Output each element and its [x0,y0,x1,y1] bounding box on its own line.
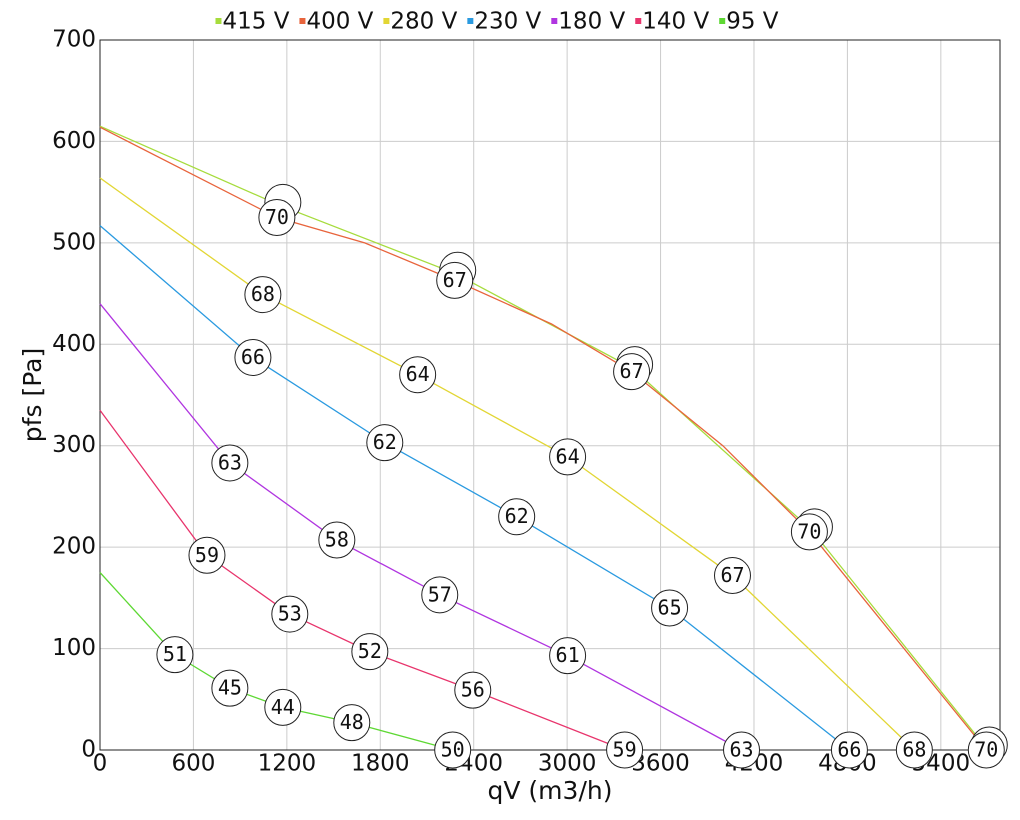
y-axis-title: pfs [Pa] [18,348,47,442]
series-line [99,177,915,751]
sound-label: 50 [441,738,465,762]
point-marker [421,576,459,614]
point-marker [967,731,1005,769]
point-marker [399,356,437,394]
legend-label: 95 V [726,9,779,35]
series-line [99,126,987,751]
sound-label: 70 [974,738,998,762]
sound-label: 68 [902,738,926,762]
sound-label: 70 [265,205,289,229]
legend-swatch [383,18,390,24]
point-marker [271,595,309,633]
point-marker [713,557,751,595]
series-line [99,125,987,749]
point-marker [830,731,868,769]
y-tick-label: 600 [52,128,96,154]
point-marker [234,338,272,376]
point-marker [211,444,249,482]
point-marker [498,498,536,536]
point-marker [895,731,933,769]
point-marker [613,353,651,391]
sound-label: 48 [340,710,364,734]
legend-label: 140 V [642,9,709,35]
point-marker [606,731,644,769]
sound-label: 68 [251,282,275,306]
sound-label: 63 [218,450,242,474]
legend: 415 V 400 V 280 V 230 V 180 V 140 V 95 V [215,9,779,35]
sound-label: 67 [443,268,467,292]
sound-label: 61 [556,643,580,667]
sound-label: 58 [325,528,349,552]
point-marker [366,424,404,462]
y-tick-label: 200 [52,534,96,560]
point-marker [333,704,371,742]
point-marker [264,688,302,726]
sound-label: 67 [620,359,644,383]
x-tick-label: 600 [171,751,215,777]
point-marker [790,513,828,551]
x-tick-label: 0 [93,751,108,777]
sound-label: 59 [195,543,219,567]
legend-label: 280 V [390,9,457,35]
x-axis-title: qV (m3/h) [488,776,613,805]
sound-label: 66 [241,345,265,369]
sound-label: 53 [278,602,302,626]
sound-label: 51 [163,642,187,666]
point-marker [454,671,492,709]
legend-swatch [467,18,474,24]
point-marker [549,438,587,476]
y-tick-label: 400 [52,331,96,357]
legend-swatch [551,18,558,24]
sound-label: 70 [797,519,821,543]
sound-label: 67 [720,563,744,587]
point-marker [549,637,587,675]
legend-label: 400 V [306,9,373,35]
legend-label: 180 V [558,9,625,35]
legend-swatch [635,18,642,24]
point-marker [188,536,226,574]
sound-label: 64 [406,362,430,386]
x-tick-label: 1800 [351,751,410,777]
plot-frame [99,39,1001,751]
legend-swatch [299,18,306,24]
sound-label: 66 [837,738,861,762]
point-marker [211,669,249,707]
point-marker [351,633,389,671]
point-marker [156,636,194,674]
y-tick-label: 0 [81,737,96,763]
point-marker [318,521,356,559]
sound-label: 62 [505,504,529,528]
series-line [99,225,850,751]
legend-swatch [215,18,222,24]
y-tick-label: 100 [52,635,96,661]
legend-label: 230 V [474,9,541,35]
sound-label: 52 [358,639,382,663]
x-tick-label: 1200 [258,751,317,777]
legend-swatch [719,18,726,24]
sound-label: 62 [373,430,397,454]
series-line [99,409,625,751]
y-tick-label: 300 [52,432,96,458]
point-marker [258,199,296,236]
point-marker [434,731,472,769]
sound-label: 44 [271,695,295,719]
sound-label: 65 [658,596,682,620]
y-tick-label: 500 [52,229,96,255]
sound-label: 56 [461,678,485,702]
sound-label: 63 [729,738,753,762]
sound-label: 57 [428,582,452,606]
point-marker [723,731,761,769]
x-tick-label: 3000 [538,751,597,777]
legend-label: 415 V [222,9,289,35]
sound-label: 64 [556,444,580,468]
sound-label: 45 [218,676,242,700]
series-line [99,303,742,751]
y-tick-label: 700 [52,27,96,53]
point-marker [651,589,689,627]
sound-label: 59 [613,738,637,762]
point-marker [244,276,282,314]
point-marker [436,261,474,299]
